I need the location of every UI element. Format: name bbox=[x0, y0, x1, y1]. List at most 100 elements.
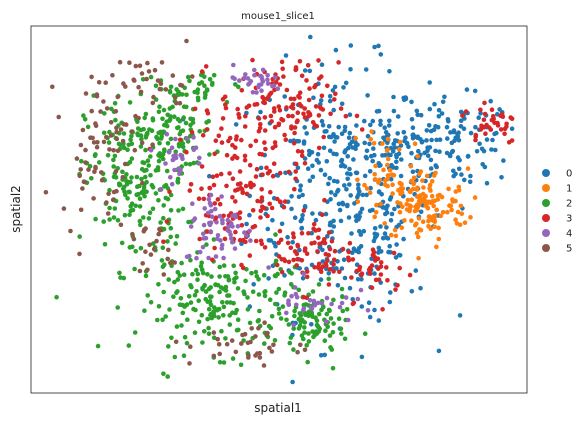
point-cluster-3 bbox=[482, 111, 488, 117]
point-cluster-0 bbox=[383, 211, 388, 217]
point-cluster-2 bbox=[156, 158, 162, 164]
point-cluster-0 bbox=[272, 240, 277, 246]
point-cluster-4 bbox=[266, 265, 271, 270]
point-cluster-2 bbox=[134, 192, 139, 197]
point-cluster-0 bbox=[295, 165, 301, 171]
point-cluster-1 bbox=[405, 197, 411, 203]
point-cluster-5 bbox=[295, 349, 300, 355]
point-cluster-0 bbox=[367, 141, 372, 147]
point-cluster-3 bbox=[324, 263, 329, 268]
point-cluster-4 bbox=[208, 192, 214, 198]
point-cluster-1 bbox=[396, 188, 401, 193]
point-cluster-2 bbox=[147, 210, 153, 215]
point-cluster-1 bbox=[426, 223, 431, 229]
point-cluster-5 bbox=[145, 267, 150, 273]
point-cluster-2 bbox=[112, 101, 118, 106]
point-cluster-2 bbox=[143, 273, 149, 279]
point-cluster-1 bbox=[414, 221, 419, 227]
point-cluster-2 bbox=[296, 316, 302, 322]
point-cluster-5 bbox=[93, 164, 98, 170]
point-cluster-2 bbox=[141, 185, 147, 190]
point-cluster-5 bbox=[43, 190, 49, 195]
point-cluster-0 bbox=[327, 148, 333, 154]
point-cluster-2 bbox=[203, 296, 208, 302]
point-cluster-1 bbox=[430, 218, 435, 223]
point-cluster-0 bbox=[455, 155, 461, 160]
point-cluster-1 bbox=[425, 205, 430, 210]
point-cluster-0 bbox=[393, 255, 399, 260]
point-cluster-5 bbox=[89, 108, 94, 114]
point-cluster-3 bbox=[260, 204, 265, 210]
point-cluster-3 bbox=[219, 126, 224, 131]
point-cluster-3 bbox=[294, 263, 300, 268]
point-cluster-3 bbox=[239, 223, 245, 228]
point-cluster-0 bbox=[378, 122, 383, 127]
point-cluster-3 bbox=[318, 106, 324, 111]
point-cluster-1 bbox=[412, 141, 418, 146]
point-cluster-0 bbox=[332, 84, 338, 90]
point-cluster-2 bbox=[174, 234, 180, 239]
point-cluster-2 bbox=[153, 83, 159, 89]
point-cluster-4 bbox=[170, 157, 176, 163]
point-cluster-1 bbox=[378, 201, 384, 207]
point-cluster-0 bbox=[322, 352, 328, 358]
point-cluster-2 bbox=[129, 175, 134, 180]
point-cluster-3 bbox=[167, 189, 172, 194]
point-cluster-0 bbox=[310, 163, 315, 169]
point-cluster-1 bbox=[397, 147, 402, 152]
point-cluster-3 bbox=[479, 123, 484, 129]
point-cluster-2 bbox=[328, 316, 334, 321]
point-cluster-0 bbox=[434, 137, 439, 143]
point-cluster-3 bbox=[306, 231, 311, 236]
point-cluster-1 bbox=[411, 181, 417, 187]
point-cluster-2 bbox=[273, 273, 279, 279]
point-cluster-3 bbox=[329, 239, 335, 244]
point-cluster-2 bbox=[156, 198, 161, 203]
point-cluster-0 bbox=[418, 112, 424, 118]
point-cluster-3 bbox=[373, 277, 379, 283]
point-cluster-4 bbox=[158, 186, 164, 192]
point-cluster-0 bbox=[387, 243, 393, 249]
point-cluster-2 bbox=[233, 82, 238, 87]
point-cluster-2 bbox=[220, 300, 225, 305]
point-cluster-5 bbox=[104, 134, 109, 140]
point-cluster-2 bbox=[323, 328, 328, 334]
point-cluster-2 bbox=[85, 124, 91, 130]
point-cluster-3 bbox=[259, 187, 265, 192]
point-cluster-3 bbox=[264, 165, 269, 171]
point-cluster-2 bbox=[306, 331, 311, 336]
point-cluster-2 bbox=[192, 293, 198, 298]
point-cluster-3 bbox=[322, 237, 327, 242]
point-cluster-5 bbox=[95, 140, 100, 145]
point-cluster-0 bbox=[345, 171, 350, 176]
point-cluster-1 bbox=[369, 129, 374, 134]
point-cluster-5 bbox=[104, 200, 109, 205]
point-cluster-3 bbox=[504, 121, 509, 127]
point-cluster-4 bbox=[256, 84, 261, 90]
point-cluster-0 bbox=[270, 217, 275, 223]
point-cluster-3 bbox=[201, 196, 207, 202]
point-cluster-3 bbox=[240, 265, 246, 271]
point-cluster-4 bbox=[169, 181, 175, 187]
point-cluster-0 bbox=[389, 162, 394, 168]
point-cluster-0 bbox=[387, 69, 392, 74]
point-cluster-2 bbox=[221, 286, 226, 292]
point-cluster-2 bbox=[288, 335, 294, 340]
point-cluster-4 bbox=[309, 306, 315, 312]
point-cluster-4 bbox=[324, 295, 330, 301]
point-cluster-1 bbox=[411, 175, 417, 181]
point-cluster-0 bbox=[359, 304, 365, 309]
point-cluster-1 bbox=[427, 182, 433, 188]
point-cluster-4 bbox=[201, 231, 206, 237]
point-cluster-2 bbox=[223, 336, 228, 341]
point-cluster-1 bbox=[426, 214, 432, 220]
point-cluster-2 bbox=[272, 338, 278, 343]
point-cluster-0 bbox=[414, 108, 420, 114]
point-cluster-2 bbox=[188, 258, 193, 263]
point-cluster-2 bbox=[297, 323, 303, 329]
point-cluster-0 bbox=[345, 154, 351, 159]
point-cluster-2 bbox=[138, 144, 144, 149]
point-cluster-2 bbox=[292, 308, 297, 314]
point-cluster-2 bbox=[231, 263, 236, 269]
point-cluster-0 bbox=[338, 218, 344, 224]
